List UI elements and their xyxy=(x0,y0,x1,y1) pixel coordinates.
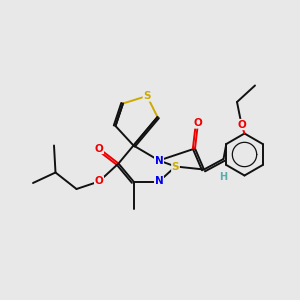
Text: S: S xyxy=(172,161,179,172)
Text: N: N xyxy=(154,155,164,166)
Text: H: H xyxy=(219,172,228,182)
Text: O: O xyxy=(237,119,246,130)
Text: S: S xyxy=(143,91,151,101)
Text: O: O xyxy=(194,118,202,128)
Text: N: N xyxy=(154,176,164,187)
Text: O: O xyxy=(94,143,103,154)
Text: O: O xyxy=(94,176,103,187)
